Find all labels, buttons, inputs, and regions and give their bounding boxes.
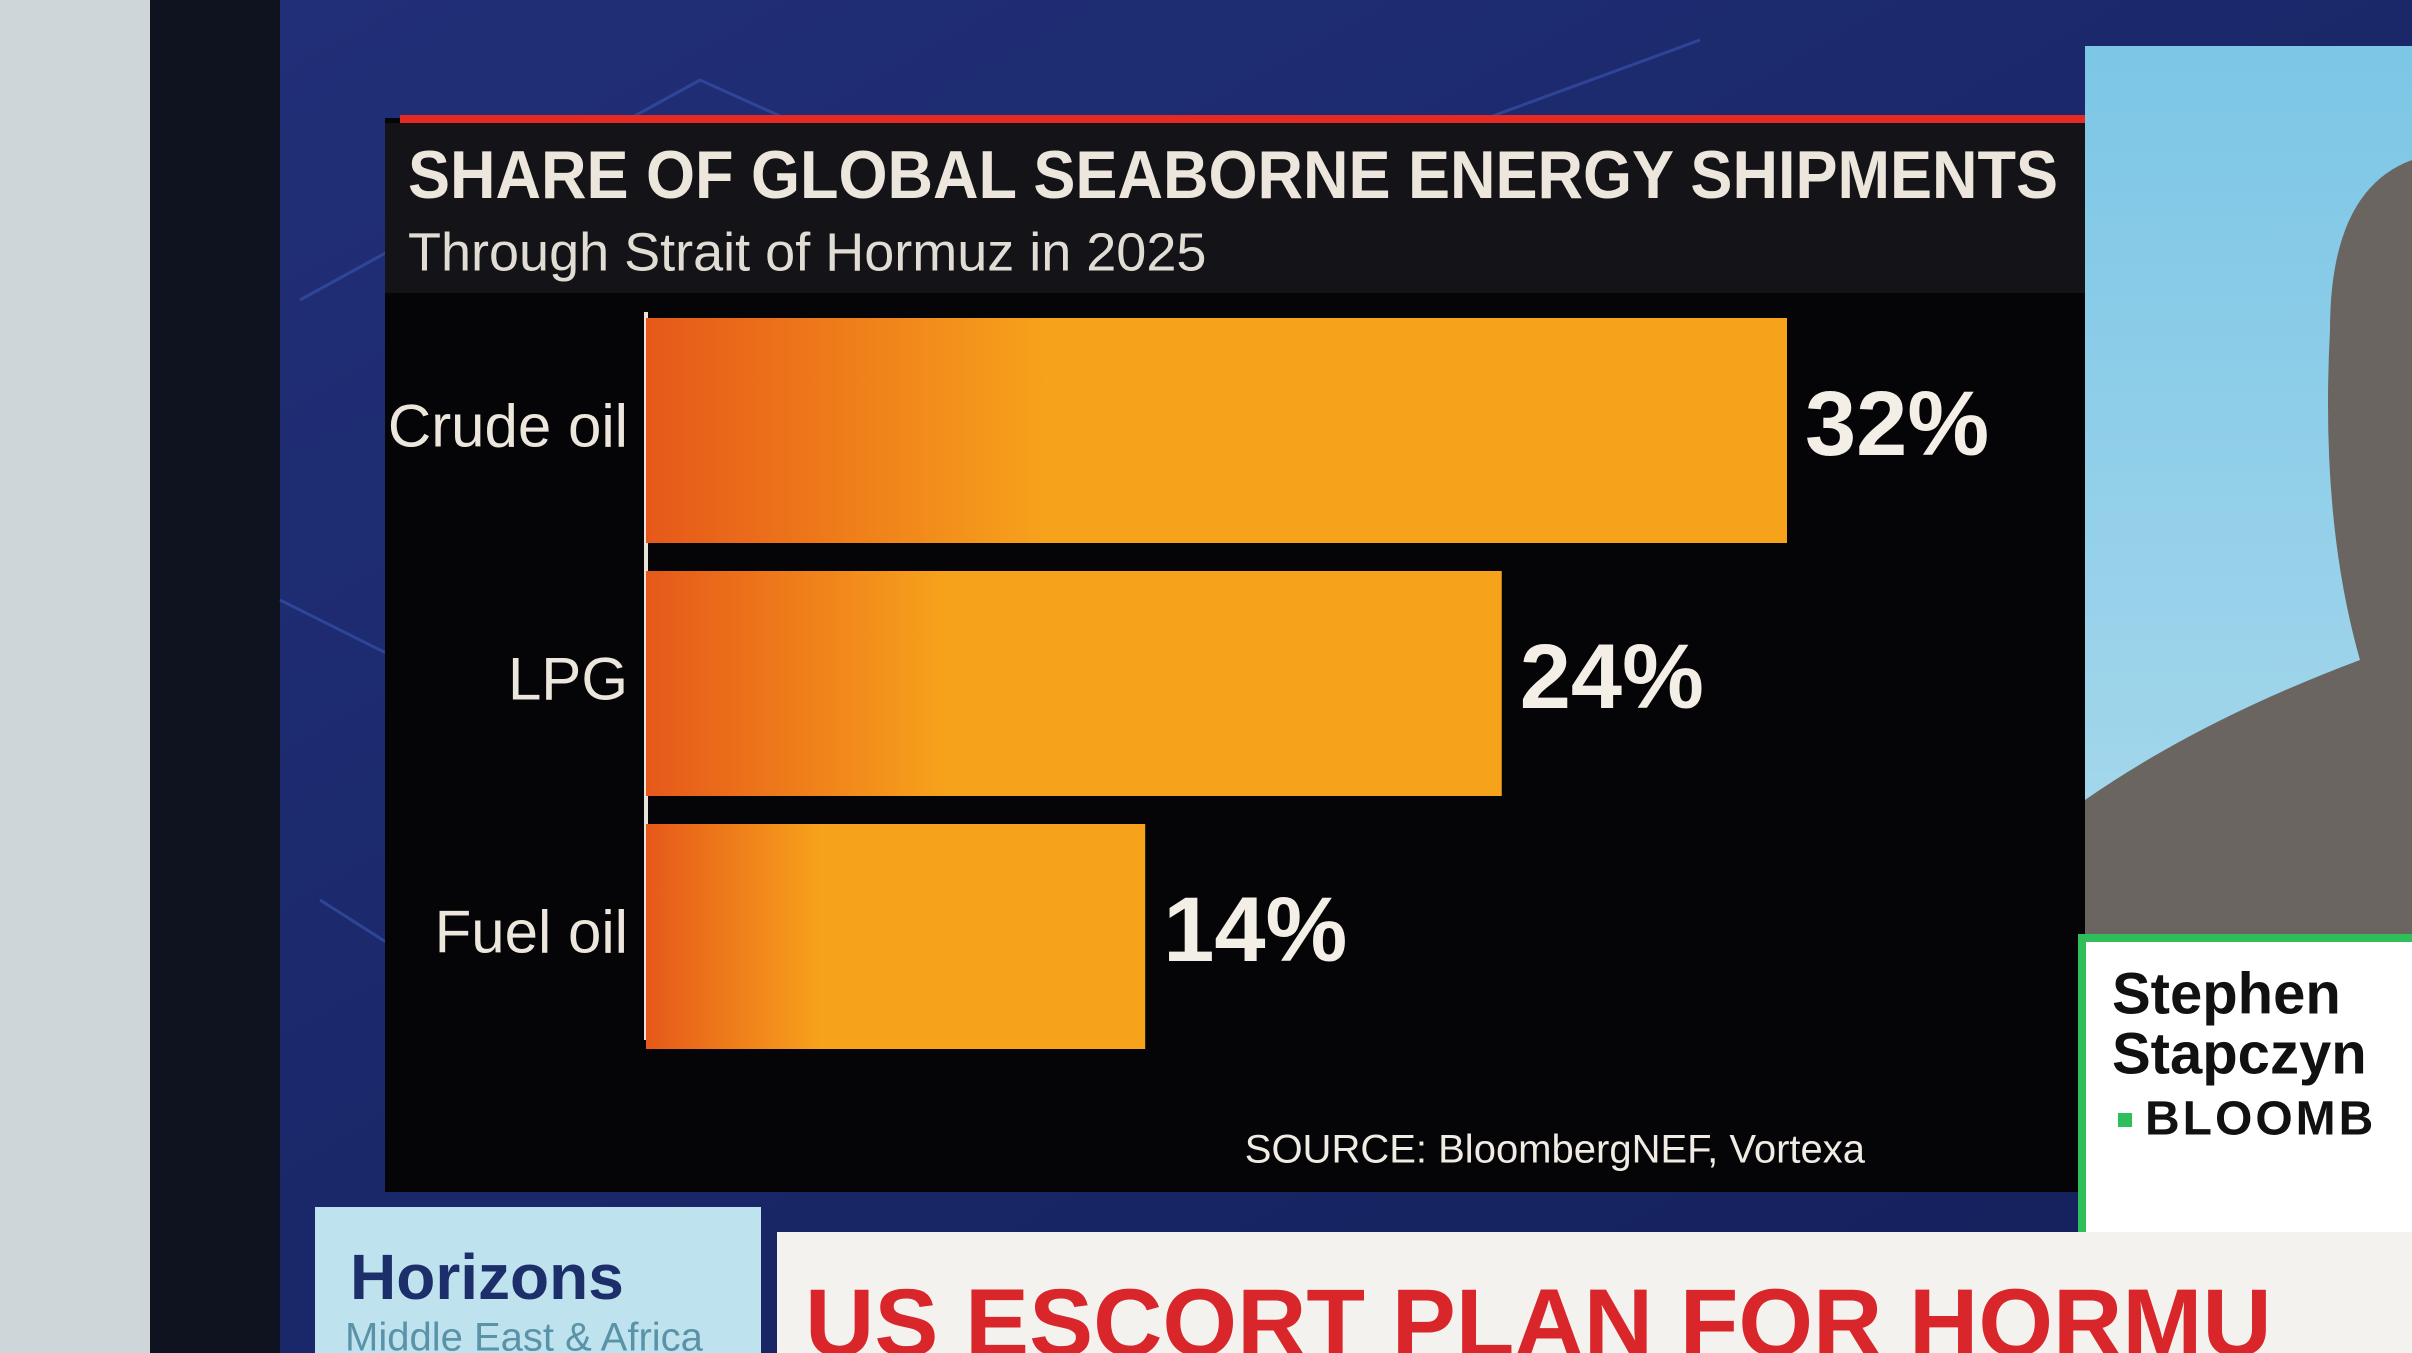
value-label: 24% xyxy=(1520,626,1704,728)
headline-bar xyxy=(777,1232,2412,1353)
show-box xyxy=(315,1207,761,1353)
name-box xyxy=(2078,934,2412,1282)
title-band xyxy=(385,123,2085,293)
presenter xyxy=(2085,160,2412,938)
presenter-name: Stephen xyxy=(2112,961,2341,1026)
accent-line xyxy=(400,115,2085,123)
plot: Crude oil 32% LPG 24% Fuel oil 14% xyxy=(388,318,1989,1049)
source: SOURCE: BloombergNEF, Vortexa xyxy=(1245,1128,1866,1172)
value-label: 14% xyxy=(1163,879,1347,981)
tv-bezel xyxy=(150,0,280,1353)
category-label: LPG xyxy=(508,645,628,712)
wall xyxy=(0,0,170,1353)
chart-title: SHARE OF GLOBAL SEABORNE ENERGY SHIPMENT… xyxy=(408,137,2058,213)
presenter-name: Stapczyn xyxy=(2112,1021,2367,1086)
category-label: Fuel oil xyxy=(435,898,628,965)
chart-subtitle: Through Strait of Hormuz in 2025 xyxy=(408,222,1206,282)
value-label: 32% xyxy=(1805,373,1989,475)
network-mark xyxy=(2118,1113,2132,1127)
show-region: Middle East & Africa xyxy=(345,1316,704,1353)
category-label: Crude oil xyxy=(388,392,628,459)
headline: US ESCORT PLAN FOR HORMU xyxy=(805,1269,2272,1353)
bar-shade xyxy=(646,318,1046,543)
bar-shade xyxy=(646,824,821,1049)
show-name: Horizons xyxy=(350,1241,624,1313)
network: BLOOMB xyxy=(2145,1093,2376,1146)
bar-shade xyxy=(646,571,946,796)
